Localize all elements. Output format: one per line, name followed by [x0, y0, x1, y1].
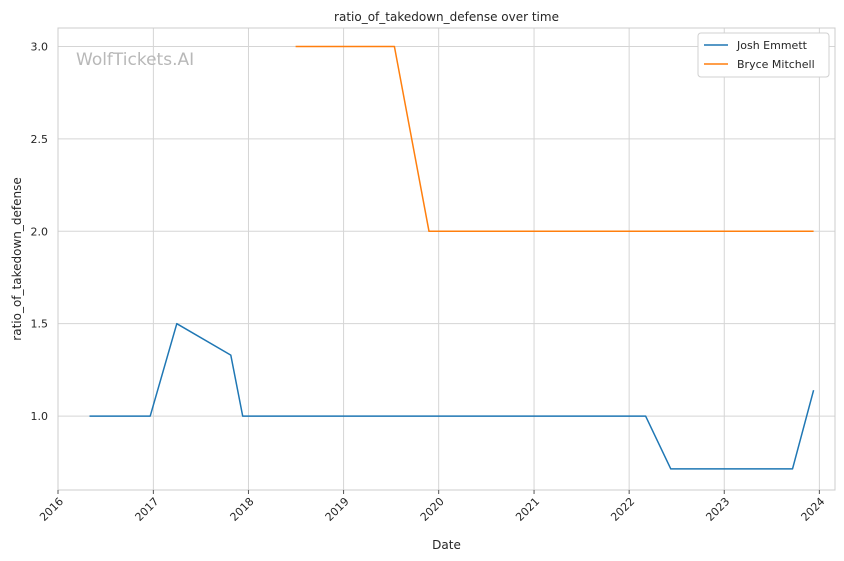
y-axis: 1.0 1.5 2.0 2.5 3.0 [31, 40, 49, 423]
x-tick-label: 2017 [132, 495, 161, 524]
watermark-text: WolfTickets.AI [76, 50, 194, 70]
x-axis-title: Date [432, 538, 461, 552]
x-tick-label: 2016 [37, 495, 66, 524]
x-tick-label: 2022 [608, 495, 637, 524]
series-line-1 [295, 45, 814, 233]
y-tick-label: 1.5 [31, 318, 49, 331]
x-tick-label: 2024 [798, 495, 827, 524]
y-tick-label: 3.0 [31, 40, 49, 53]
x-tick-label: 2023 [703, 495, 732, 524]
grid [57, 28, 835, 490]
series-layer [89, 45, 815, 470]
x-tick-label: 2020 [418, 495, 447, 524]
x-tick-label: 2018 [228, 495, 257, 524]
series-line-0 [89, 322, 815, 470]
y-axis-title: ratio_of_takedown_defense [10, 177, 24, 340]
x-tick-label: 2021 [513, 495, 542, 524]
x-axis: 2016 2017 2018 2019 2020 2021 2022 2023 2024 [37, 490, 827, 524]
chart-title: ratio_of_takedown_defense over time [334, 10, 559, 24]
y-tick-label: 1.0 [31, 410, 49, 423]
legend-label: Josh Emmett [736, 39, 808, 52]
plot-frame [57, 27, 836, 491]
y-tick-label: 2.0 [31, 225, 49, 238]
legend-box [697, 32, 830, 78]
legend-label: Bryce Mitchell [737, 58, 815, 71]
legend: Josh Emmett Bryce Mitchell [697, 32, 830, 78]
y-tick-label: 2.5 [31, 133, 49, 146]
x-tick-label: 2019 [323, 495, 352, 524]
